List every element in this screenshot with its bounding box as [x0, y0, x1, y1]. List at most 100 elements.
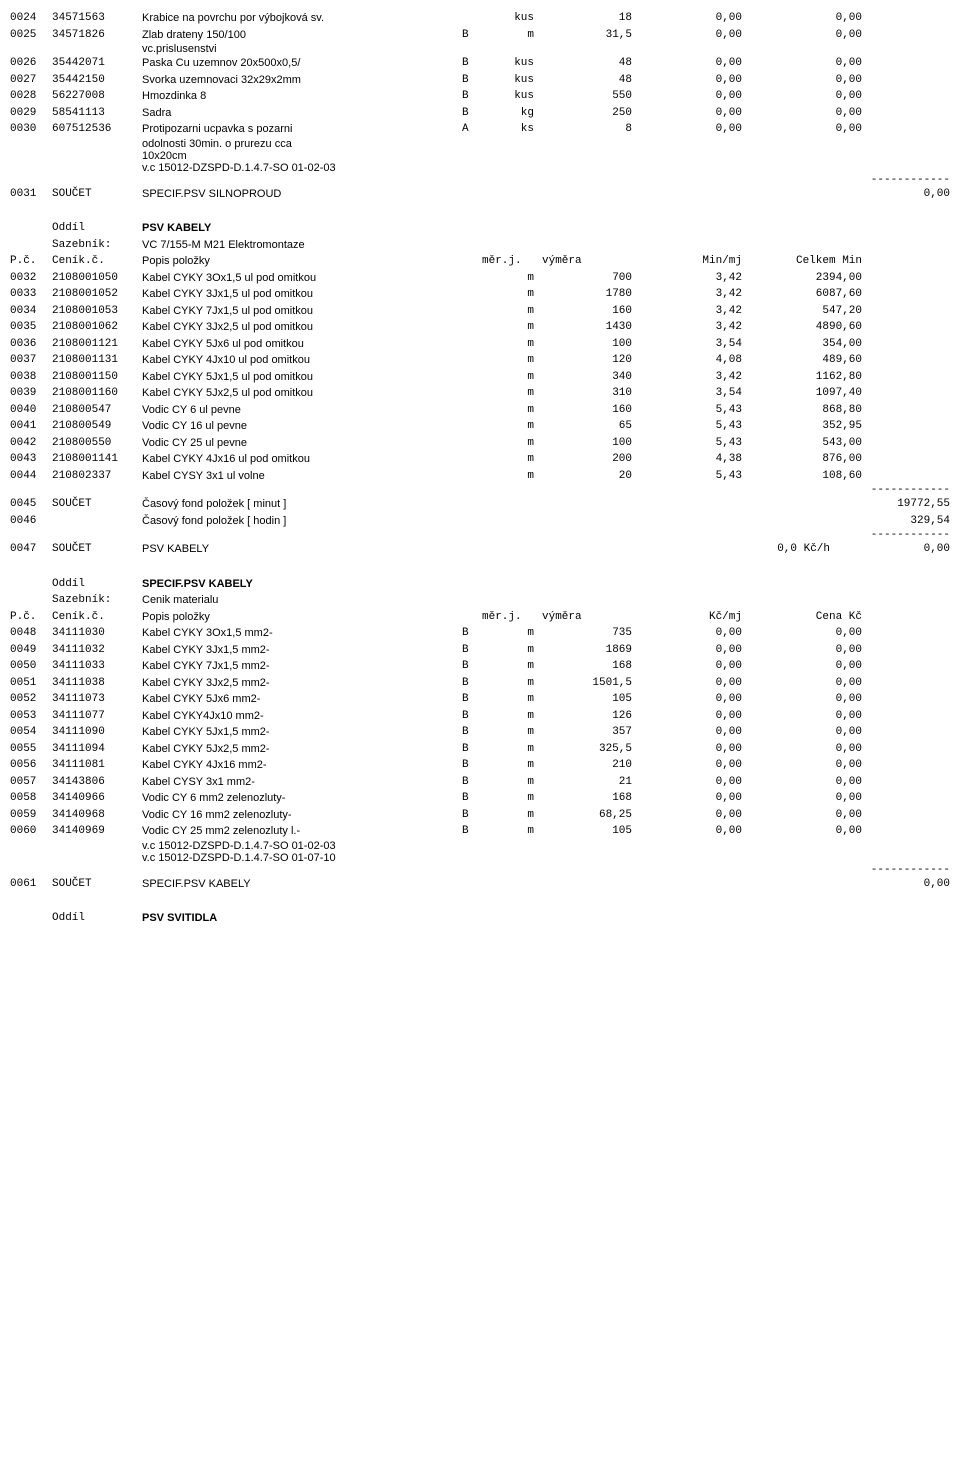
row-flag: B	[462, 807, 482, 824]
row-desc: Kabel CYKY 3Jx2,5 ul pod omitkou	[142, 319, 462, 336]
row-unit: m	[482, 741, 542, 758]
row-qty: 120	[542, 352, 632, 369]
row-total: 0,00	[742, 790, 862, 807]
sum-label: SOUČET	[52, 876, 142, 893]
row-unit: m	[482, 435, 542, 452]
row-code: 2108001160	[52, 385, 142, 402]
sum-amount: 0,00	[830, 541, 950, 558]
row-num: 0027	[10, 72, 52, 89]
row-total: 1097,40	[742, 385, 862, 402]
row-qty: 168	[542, 790, 632, 807]
row-flag: B	[462, 790, 482, 807]
row-qty: 48	[542, 55, 632, 72]
row-num: 0054	[10, 724, 52, 741]
row-flag: B	[462, 105, 482, 122]
row-num: 0033	[10, 286, 52, 303]
row-rate: 0,00	[632, 708, 742, 725]
row-num: 0032	[10, 270, 52, 287]
row-num: 0035	[10, 319, 52, 336]
row-code: 34111033	[52, 658, 142, 675]
row-unit: m	[482, 790, 542, 807]
row-num: 0029	[10, 105, 52, 122]
row-code: 210802337	[52, 468, 142, 485]
row-desc: Kabel CYKY 3Ox1,5 ul pod omitkou	[142, 270, 462, 287]
row-desc: Vodic CY 6 mm2 zelenozluty-	[142, 790, 462, 807]
table-row: 0041210800549Vodic CY 16 ul pevnem655,43…	[10, 418, 950, 435]
row-num: 0038	[10, 369, 52, 386]
row-desc: Protipozarni ucpavka s pozarni	[142, 121, 462, 138]
row-qty: 31,5	[542, 27, 632, 44]
row-qty: 310	[542, 385, 632, 402]
row-total: 0,00	[742, 774, 862, 791]
row-rate: 0,00	[632, 741, 742, 758]
hdr-num: P.č.	[10, 253, 52, 270]
row-flag: B	[462, 27, 482, 44]
table-row: 002534571826Zlab drateny 150/100Bm31,50,…	[10, 27, 950, 44]
saz-label: Sazebník:	[10, 237, 142, 254]
row-qty: 18	[542, 10, 632, 27]
row-sub: odolnosti 30min. o prurezu cca	[142, 138, 950, 150]
row-rate: 0,00	[632, 105, 742, 122]
row-total: 543,00	[742, 435, 862, 452]
row-num: 0050	[10, 658, 52, 675]
row-desc: Kabel CYKY 3Ox1,5 mm2-	[142, 625, 462, 642]
sum-amount: 329,54	[830, 513, 950, 530]
row-rate: 3,42	[632, 286, 742, 303]
row-unit: m	[482, 385, 542, 402]
table-row: 00432108001141Kabel CYKY 4Jx16 ul pod om…	[10, 451, 950, 468]
table-row: 005934140968Vodic CY 16 mm2 zelenozluty-…	[10, 807, 950, 824]
row-desc: Kabel CYKY 5Jx2,5 ul pod omitkou	[142, 385, 462, 402]
row-total: 0,00	[742, 10, 862, 27]
row-code: 34111090	[52, 724, 142, 741]
row-flag: B	[462, 88, 482, 105]
row-qty: 325,5	[542, 741, 632, 758]
row-unit: m	[482, 675, 542, 692]
row-rate: 3,54	[632, 336, 742, 353]
summary-row: 0031SOUČETSPECIF.PSV SILNOPROUD0,00	[10, 186, 950, 203]
row-rate: 0,00	[632, 675, 742, 692]
row-unit: m	[482, 757, 542, 774]
table-row: 00392108001160Kabel CYKY 5Jx2,5 ul pod o…	[10, 385, 950, 402]
row-qty: 160	[542, 402, 632, 419]
row-desc: Kabel CYKY 3Jx1,5 ul pod omitkou	[142, 286, 462, 303]
row-total: 0,00	[742, 121, 862, 138]
separator: ------------	[10, 174, 950, 186]
row-code: 2108001052	[52, 286, 142, 303]
row-flag: B	[462, 757, 482, 774]
header-row: P.č.Ceník.č.Popis položkyměr.j.výměraMin…	[10, 253, 950, 270]
row-qty: 340	[542, 369, 632, 386]
row-flag: B	[462, 774, 482, 791]
row-flag: B	[462, 823, 482, 840]
row-num: 0049	[10, 642, 52, 659]
row-qty: 700	[542, 270, 632, 287]
row-unit: m	[482, 625, 542, 642]
row-unit: m	[482, 774, 542, 791]
row-code: 58541113	[52, 105, 142, 122]
row-num: 0048	[10, 625, 52, 642]
row-rate: 5,43	[632, 435, 742, 452]
row-qty: 1501,5	[542, 675, 632, 692]
hdr-code: Ceník.č.	[52, 609, 142, 626]
table-row: 0042210800550Vodic CY 25 ul pevnem1005,4…	[10, 435, 950, 452]
row-rate: 5,43	[632, 468, 742, 485]
separator: ------------	[10, 484, 950, 496]
oddil-row: OddílPSV KABELY	[10, 220, 950, 237]
row-code: 34571563	[52, 10, 142, 27]
table-row: 005634111081Kabel CYKY 4Jx16 mm2-Bm2100,…	[10, 757, 950, 774]
row-unit: m	[482, 642, 542, 659]
row-total: 4890,60	[742, 319, 862, 336]
row-desc: Kabel CYKY 4Jx16 mm2-	[142, 757, 462, 774]
hdr-rate: Min/mj	[632, 253, 742, 270]
saz-val: VC 7/155-M M21 Elektromontaze	[142, 237, 305, 254]
hdr-total: Cena Kč	[742, 609, 862, 626]
row-unit: m	[482, 286, 542, 303]
row-code: 210800549	[52, 418, 142, 435]
table-row: 00382108001150Kabel CYKY 5Jx1,5 ul pod o…	[10, 369, 950, 386]
sum-amount: 0,00	[830, 876, 950, 893]
row-num: 0057	[10, 774, 52, 791]
sum-text: Časový fond položek [ hodin ]	[142, 513, 830, 530]
table-row: 005034111033Kabel CYKY 7Jx1,5 mm2-Bm1680…	[10, 658, 950, 675]
row-code: 34571826	[52, 27, 142, 44]
row-num: 0060	[10, 823, 52, 840]
row-code: 34111032	[52, 642, 142, 659]
